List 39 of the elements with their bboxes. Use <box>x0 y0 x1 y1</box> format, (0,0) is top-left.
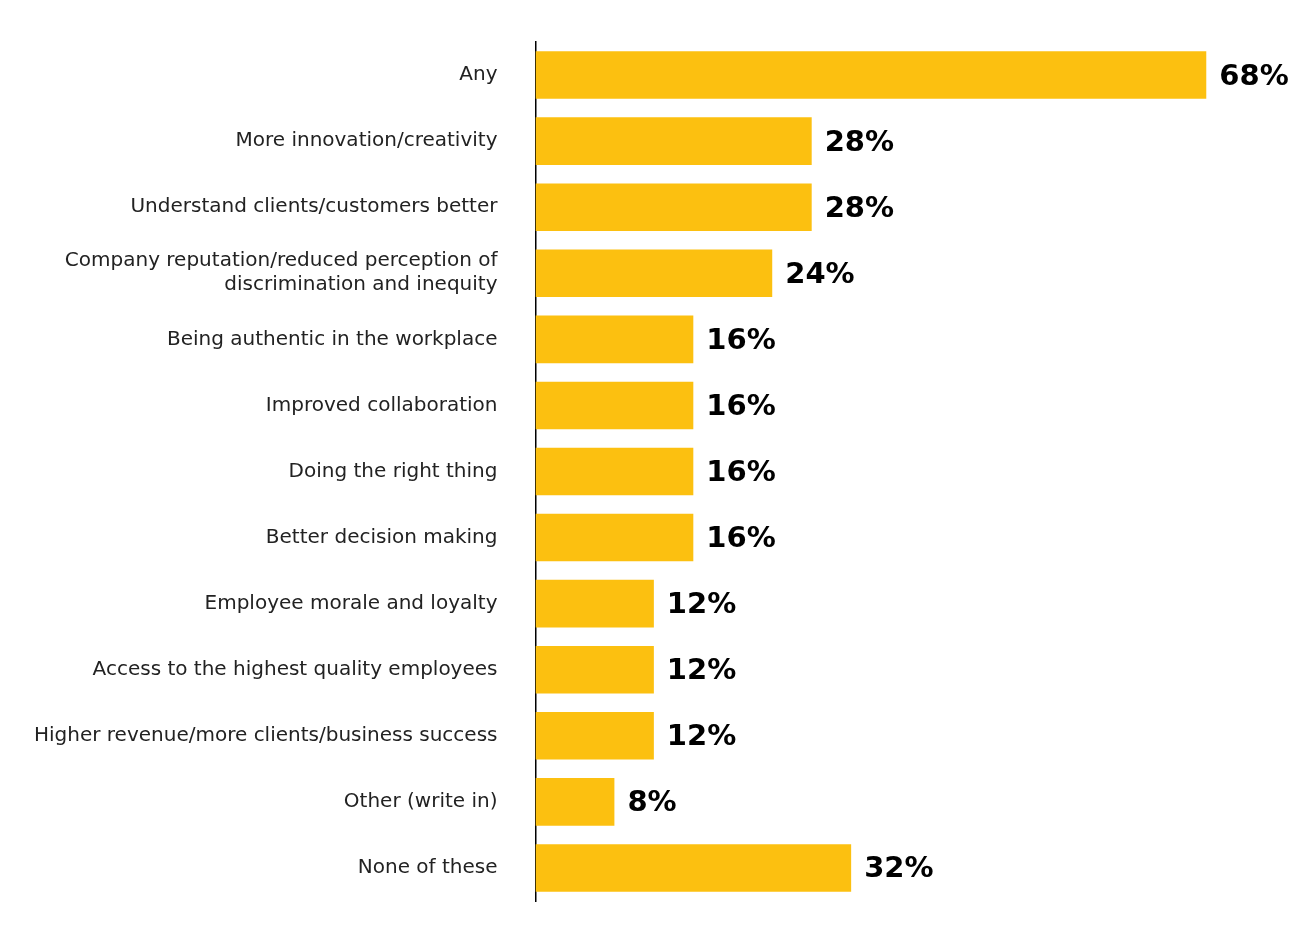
data-label: 8% <box>627 784 677 819</box>
bar <box>535 117 812 165</box>
y-tick-label: Being authentic in the workplace <box>167 325 498 350</box>
bar <box>535 579 654 628</box>
data-label: 12% <box>666 718 737 753</box>
y-tick-label: Higher revenue/more clients/business success <box>33 722 498 747</box>
y-tick-label: Company reputation/reduced perception of discrimination and inequity <box>64 247 499 296</box>
y-tick-label: Other (write in) <box>343 788 498 813</box>
data-label: 16% <box>706 454 776 489</box>
bar <box>535 315 694 364</box>
bar <box>535 381 694 430</box>
bar <box>535 249 773 298</box>
y-tick-label: Better decision making <box>265 523 498 548</box>
data-label: 16% <box>706 321 776 356</box>
data-label: 28% <box>824 123 895 158</box>
bar <box>535 844 852 892</box>
y-tick-label: Improved collaboration <box>265 391 498 416</box>
data-label: 12% <box>666 586 737 621</box>
bar <box>535 778 615 826</box>
bar <box>535 513 694 562</box>
data-label: 16% <box>706 520 776 555</box>
data-label: 32% <box>864 850 934 885</box>
data-label: 68% <box>1219 57 1289 92</box>
data-label: 16% <box>706 387 776 422</box>
data-label: 24% <box>785 255 855 290</box>
y-tick-label: Employee morale and loyalty <box>204 589 498 614</box>
y-tick-label: More innovation/creativity <box>235 127 498 152</box>
bar <box>535 447 694 496</box>
y-tick-label: None of these <box>357 854 498 879</box>
bar <box>535 183 812 231</box>
bar <box>535 51 1207 99</box>
y-tick-label: Doing the right thing <box>288 457 498 482</box>
bar <box>535 645 654 694</box>
bar <box>535 712 654 760</box>
y-tick-label: Any <box>459 61 498 86</box>
data-label: 12% <box>666 652 737 687</box>
y-tick-label: Access to the highest quality employees <box>92 655 498 680</box>
y-tick-label: Understand clients/customers better <box>130 193 499 218</box>
data-label: 28% <box>824 189 895 224</box>
